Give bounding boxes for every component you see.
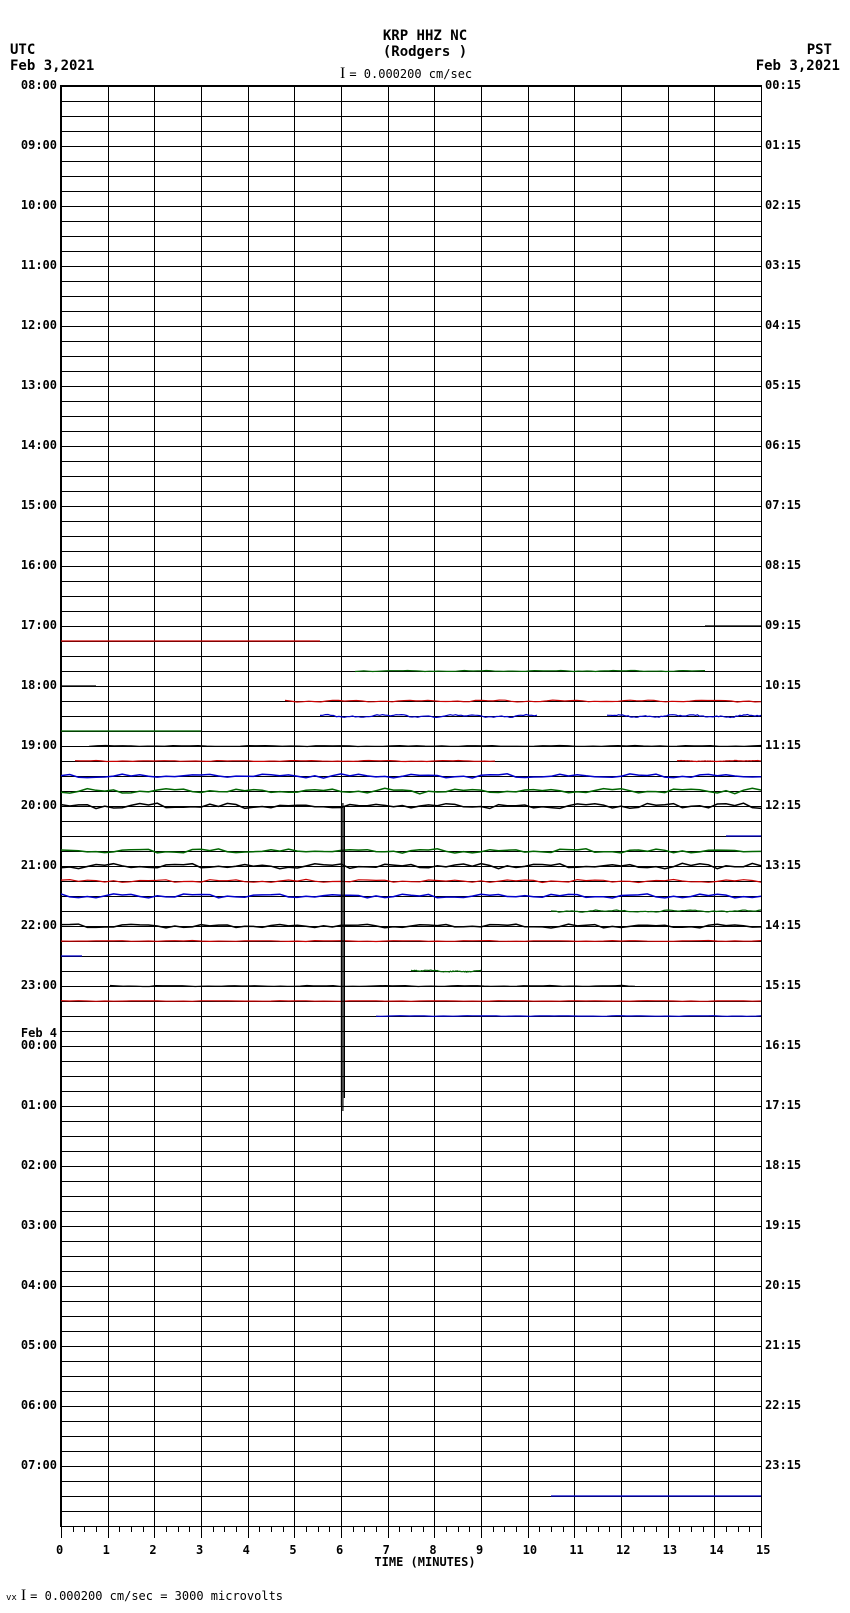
pst-label: 17:15: [765, 1098, 801, 1112]
utc-label: 04:00: [21, 1278, 57, 1292]
pst-label: 12:15: [765, 798, 801, 812]
right-date: Feb 3,2021: [756, 58, 840, 74]
scale-marker: I = 0.000200 cm/sec: [340, 65, 472, 83]
pst-label: 03:15: [765, 258, 801, 272]
station-location: (Rodgers ): [0, 44, 850, 60]
utc-label: 00:00: [21, 1038, 57, 1052]
x-tick: 14: [709, 1543, 723, 1557]
pst-label: 21:15: [765, 1338, 801, 1352]
pst-label: 19:15: [765, 1218, 801, 1232]
pst-label: 04:15: [765, 318, 801, 332]
x-tick: 0: [56, 1543, 63, 1557]
pst-label: 18:15: [765, 1158, 801, 1172]
x-tick: 11: [569, 1543, 583, 1557]
x-tick: 7: [383, 1543, 390, 1557]
utc-label: 16:00: [21, 558, 57, 572]
x-tick: 3: [196, 1543, 203, 1557]
seismic-trace: [61, 788, 761, 794]
utc-label: 18:00: [21, 678, 57, 692]
seismic-trace: [285, 700, 761, 702]
seismic-trace: [61, 774, 761, 778]
x-tick: 8: [429, 1543, 436, 1557]
utc-label: 22:00: [21, 918, 57, 932]
utc-label: 02:00: [21, 1158, 57, 1172]
pst-label: 22:15: [765, 1398, 801, 1412]
x-axis-label: TIME (MINUTES): [0, 1555, 850, 1569]
seismic-trace: [551, 910, 761, 912]
x-tick: 15: [756, 1543, 770, 1557]
utc-label: 09:00: [21, 138, 57, 152]
pst-label: 05:15: [765, 378, 801, 392]
seismic-trace: [320, 715, 761, 718]
pst-label: 10:15: [765, 678, 801, 692]
x-tick: 5: [289, 1543, 296, 1557]
pst-label: 01:15: [765, 138, 801, 152]
pst-label: 20:15: [765, 1278, 801, 1292]
utc-label: 07:00: [21, 1458, 57, 1472]
utc-label: 12:00: [21, 318, 57, 332]
pst-label: 09:15: [765, 618, 801, 632]
utc-label: 23:00: [21, 978, 57, 992]
utc-label: 10:00: [21, 198, 57, 212]
pst-label: 13:15: [765, 858, 801, 872]
pst-label: 14:15: [765, 918, 801, 932]
pst-label: 07:15: [765, 498, 801, 512]
utc-label: 11:00: [21, 258, 57, 272]
seismic-trace: [61, 924, 761, 928]
spike-artifact: [341, 803, 344, 1111]
helicorder-plot: [60, 85, 762, 1527]
pst-label: 00:15: [765, 78, 801, 92]
utc-label: 01:00: [21, 1098, 57, 1112]
x-tick: 1: [103, 1543, 110, 1557]
utc-label: 06:00: [21, 1398, 57, 1412]
pst-label: 08:15: [765, 558, 801, 572]
pst-label: 06:15: [765, 438, 801, 452]
utc-label: 19:00: [21, 738, 57, 752]
pst-label: 15:15: [765, 978, 801, 992]
trace-layer: [61, 86, 761, 1526]
utc-label: 03:00: [21, 1218, 57, 1232]
x-tick: 6: [336, 1543, 343, 1557]
x-tick: 2: [149, 1543, 156, 1557]
x-tick: 10: [523, 1543, 537, 1557]
utc-label: 13:00: [21, 378, 57, 392]
left-tz: UTC: [10, 42, 35, 58]
seismic-trace: [61, 849, 761, 853]
pst-label: 16:15: [765, 1038, 801, 1052]
utc-label: 14:00: [21, 438, 57, 452]
seismic-trace: [110, 985, 635, 986]
pst-label: 02:15: [765, 198, 801, 212]
utc-label: 21:00: [21, 858, 57, 872]
right-tz: PST: [807, 42, 832, 58]
seismic-trace: [61, 894, 761, 898]
seismic-trace: [355, 671, 705, 672]
x-tick: 13: [663, 1543, 677, 1557]
seismic-trace: [411, 970, 481, 972]
seismic-trace: [89, 746, 761, 747]
seismic-trace: [376, 1016, 761, 1017]
pst-label: 11:15: [765, 738, 801, 752]
x-tick: 12: [616, 1543, 630, 1557]
seismic-trace: [75, 760, 761, 761]
seismogram-container: KRP HHZ NC (Rodgers ) I = 0.000200 cm/se…: [0, 0, 850, 1613]
utc-label: 20:00: [21, 798, 57, 812]
utc-label: 05:00: [21, 1338, 57, 1352]
utc-label: 17:00: [21, 618, 57, 632]
x-tick: 4: [243, 1543, 250, 1557]
seismic-trace: [61, 941, 761, 942]
seismic-trace: [61, 879, 761, 882]
seismic-trace: [61, 863, 761, 868]
utc-label: 08:00: [21, 78, 57, 92]
footer-scale: vx I = 0.000200 cm/sec = 3000 microvolts: [6, 1587, 283, 1605]
station-title: KRP HHZ NC: [0, 28, 850, 44]
seismic-trace: [61, 803, 761, 808]
left-date: Feb 3,2021: [10, 58, 94, 74]
seismic-trace: [61, 1001, 761, 1002]
pst-label: 23:15: [765, 1458, 801, 1472]
x-tick: 9: [476, 1543, 483, 1557]
utc-label: 15:00: [21, 498, 57, 512]
